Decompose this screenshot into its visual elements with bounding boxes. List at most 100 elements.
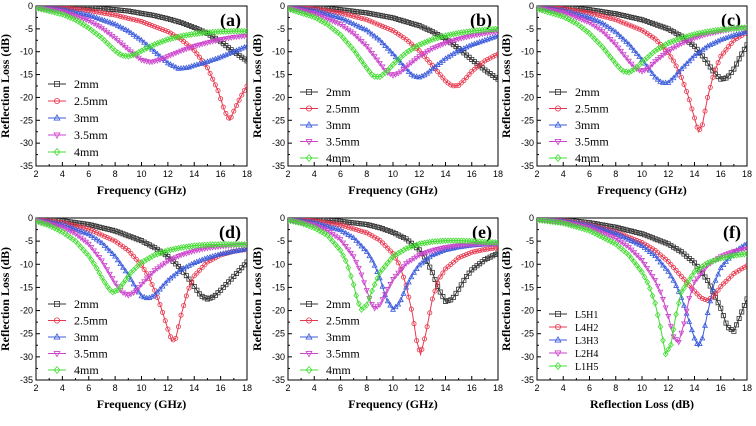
data-point — [717, 26, 724, 34]
chart-panel: 2 4 6 8 10 12 14 16 18 0 -5 -10 -15 -20 -25 -30 -35 Frequ… — [250, 213, 503, 411]
data-point — [96, 269, 103, 277]
data-point — [67, 234, 74, 241]
data-point — [345, 18, 352, 24]
data-point — [149, 12, 155, 18]
data-point — [670, 277, 677, 283]
data-point — [135, 35, 142, 41]
data-point — [623, 227, 629, 233]
data-point — [117, 230, 123, 236]
data-point — [189, 279, 195, 285]
y-tick-label: -30 — [272, 138, 285, 148]
legend-label: 3mm — [326, 330, 351, 344]
data-point — [636, 255, 643, 261]
data-point — [154, 250, 161, 258]
x-tick-label: 2 — [33, 383, 38, 393]
data-point — [390, 50, 396, 57]
data-point — [104, 245, 111, 251]
data-point — [162, 37, 169, 44]
data-point — [104, 18, 111, 24]
data-point — [654, 311, 661, 319]
data-point — [231, 108, 237, 114]
data-point — [91, 229, 97, 235]
data-point — [358, 15, 364, 21]
data-point — [390, 229, 396, 235]
legend-marker — [554, 139, 562, 146]
y-tick-label: 0 — [280, 213, 285, 223]
x-tick-label: 2 — [285, 169, 290, 179]
data-point — [361, 229, 367, 235]
data-point — [371, 54, 378, 60]
data-point — [688, 287, 695, 294]
data-point — [684, 89, 690, 95]
legend-label: 3mm — [74, 111, 99, 125]
data-point — [361, 280, 368, 286]
x-tick-label: 10 — [136, 169, 146, 179]
data-point — [236, 97, 242, 103]
x-tick-label: 8 — [113, 383, 118, 393]
data-point — [172, 50, 179, 57]
x-axis-label: Frequency (GHz) — [97, 397, 186, 411]
data-point — [427, 310, 433, 316]
data-point — [173, 18, 179, 24]
data-point — [615, 242, 622, 250]
legend-label: 3.5mm — [575, 135, 609, 149]
data-point — [728, 273, 734, 279]
x-tick-label: 14 — [189, 383, 199, 393]
data-point — [351, 13, 357, 19]
legend-marker — [305, 105, 312, 112]
data-point — [334, 13, 341, 20]
legend: 2mm 2.5mm 3mm 3.5mm 4mm — [549, 85, 609, 165]
data-point — [733, 248, 740, 255]
data-point — [321, 222, 328, 228]
data-point — [188, 242, 195, 250]
data-point — [366, 252, 373, 259]
data-point — [726, 44, 732, 50]
data-point — [366, 47, 373, 53]
data-point — [199, 241, 205, 249]
legend-label: 3mm — [575, 118, 600, 132]
data-point — [186, 276, 192, 282]
data-point — [186, 22, 192, 28]
data-point — [492, 25, 498, 33]
data-point — [162, 260, 169, 267]
data-point — [180, 243, 187, 251]
data-point — [463, 75, 469, 81]
data-point — [348, 272, 354, 280]
x-tick-label: 10 — [388, 383, 398, 393]
data-point — [395, 270, 402, 277]
x-tick-label: 18 — [493, 169, 503, 179]
data-point — [702, 274, 708, 280]
data-point — [647, 19, 653, 25]
series-4mm — [288, 6, 498, 81]
data-point — [720, 313, 726, 319]
data-point — [427, 27, 433, 33]
data-point — [422, 25, 427, 31]
data-point — [411, 58, 417, 64]
legend-marker — [53, 333, 61, 340]
data-point — [458, 80, 464, 86]
data-point — [670, 37, 677, 45]
data-point — [421, 239, 428, 247]
data-point — [694, 35, 701, 41]
data-point — [678, 65, 685, 72]
data-point — [80, 10, 87, 17]
data-point — [633, 239, 640, 246]
data-point — [170, 256, 177, 262]
data-point — [398, 233, 404, 239]
data-point — [141, 11, 147, 17]
data-point — [665, 26, 671, 32]
data-point — [143, 44, 150, 52]
legend-marker — [53, 148, 61, 156]
data-point — [170, 52, 177, 58]
data-point — [112, 280, 119, 287]
data-point — [345, 264, 352, 271]
y-tick-label: -15 — [521, 282, 534, 292]
x-tick-label: 2 — [534, 383, 539, 393]
data-point — [356, 300, 362, 308]
data-point — [671, 29, 676, 35]
data-point — [112, 12, 118, 18]
data-point — [681, 251, 687, 257]
data-point — [450, 38, 457, 44]
data-point — [639, 242, 645, 248]
data-point — [720, 26, 727, 33]
